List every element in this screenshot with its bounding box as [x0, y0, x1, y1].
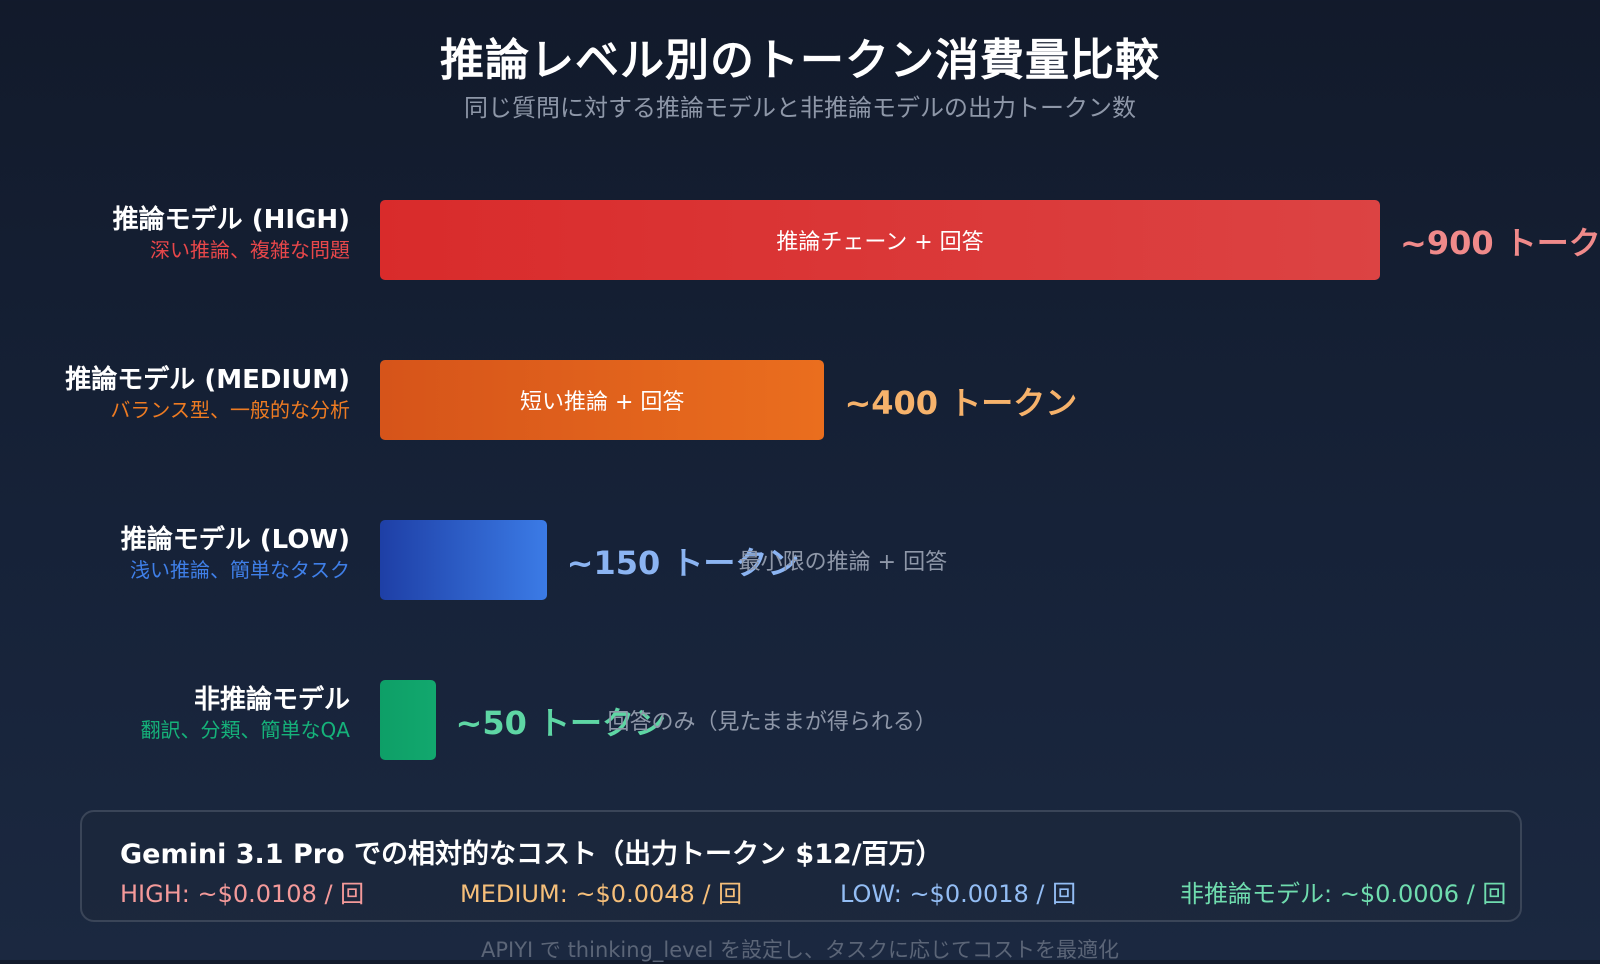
row-name-non-reasoning: 非推論モデル [193, 685, 350, 715]
row-name-medium: 推論モデル (MEDIUM) [65, 365, 350, 395]
row-desc-non-reasoning: 翻訳、分類、簡単なQA [140, 718, 350, 742]
value-label-high: ~900 トークン [1400, 224, 1600, 262]
bar-non-reasoning [380, 680, 436, 760]
cost-medium: MEDIUM: ~$0.0048 / 回 [460, 880, 743, 908]
row-label-non-reasoning: 非推論モデル翻訳、分類、簡単なQA [10, 684, 350, 744]
row-desc-medium: バランス型、一般的な分析 [110, 398, 350, 422]
row-label-low: 推論モデル (LOW) 浅い推論、簡単なタスク [10, 524, 350, 584]
row-name-low: 推論モデル (LOW) [120, 525, 350, 555]
cost-high: HIGH: ~$0.0108 / 回 [120, 880, 365, 908]
chart-title: 推論レベル別のトークン消費量比較 [440, 35, 1160, 86]
cost-non-reasoning: 非推論モデル: ~$0.0006 / 回 [1180, 880, 1507, 908]
bar-high: 推論チェーン + 回答 [380, 200, 1380, 280]
footer-note: APIYI で thinking_level を設定し、タスクに応じてコストを最… [480, 938, 1120, 962]
row-label-high: 推論モデル (HIGH) 深い推論、複雑な問題 [10, 204, 350, 264]
row-name-high: 推論モデル (HIGH) [112, 205, 350, 235]
value-label-medium: ~400 トークン [844, 384, 1078, 422]
cost-summary-box: Gemini 3.1 Pro での相対的なコスト（出力トークン $12/百万） … [80, 810, 1522, 922]
row-desc-low: 浅い推論、簡単なタスク [130, 558, 350, 582]
note-low: 最小限の推論 + 回答 [738, 550, 948, 575]
value-label-non-reasoning: ~50 トークン [455, 704, 667, 742]
row-label-medium: 推論モデル (MEDIUM) バランス型、一般的な分析 [10, 364, 350, 424]
cost-low: LOW: ~$0.0018 / 回 [840, 880, 1077, 908]
bar-text-medium: 短い推論 + 回答 [520, 390, 685, 415]
chart-subtitle: 同じ質問に対する推論モデルと非推論モデルの出力トークン数 [464, 94, 1136, 122]
row-desc-high: 深い推論、複雑な問題 [150, 238, 350, 262]
note-non-reasoning: 回答のみ（見たままが得られる） [607, 710, 937, 735]
bar-medium: 短い推論 + 回答 [380, 360, 825, 440]
value-label-low: ~150 トークン [566, 544, 800, 582]
bar-text-high: 推論チェーン + 回答 [776, 230, 984, 255]
bar-low [380, 520, 547, 600]
cost-summary-title: Gemini 3.1 Pro での相対的なコスト（出力トークン $12/百万） [120, 839, 943, 870]
